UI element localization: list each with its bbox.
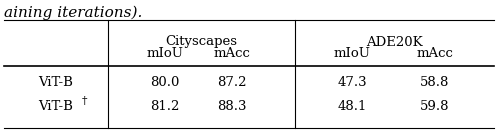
Text: ViT-B: ViT-B	[38, 100, 73, 112]
Text: 88.3: 88.3	[217, 100, 247, 112]
Text: 58.8: 58.8	[420, 76, 450, 88]
Text: 47.3: 47.3	[337, 76, 367, 88]
Text: aining iterations).: aining iterations).	[4, 6, 142, 20]
Text: mIoU: mIoU	[334, 47, 371, 60]
Text: 80.0: 80.0	[150, 76, 180, 88]
Text: 81.2: 81.2	[150, 100, 180, 112]
Text: ADE20K: ADE20K	[366, 36, 423, 48]
Text: 87.2: 87.2	[217, 76, 247, 88]
Text: 48.1: 48.1	[337, 100, 367, 112]
Text: †: †	[81, 96, 87, 106]
Text: Cityscapes: Cityscapes	[165, 36, 238, 48]
Text: mAcc: mAcc	[416, 47, 454, 60]
Text: mIoU: mIoU	[146, 47, 183, 60]
Text: ViT-B: ViT-B	[38, 76, 73, 88]
Text: mAcc: mAcc	[214, 47, 250, 60]
Text: 59.8: 59.8	[420, 100, 450, 112]
